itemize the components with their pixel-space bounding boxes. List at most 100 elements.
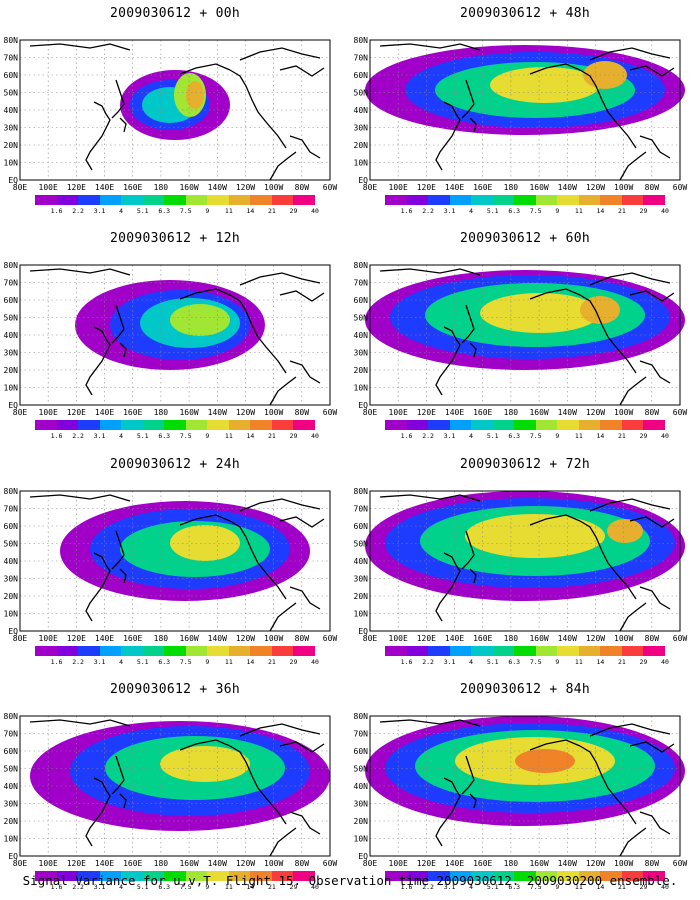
x-tick-label: 80W [645, 859, 660, 868]
y-tick-label: 10N [4, 159, 19, 168]
colorbar-label: 29 [289, 207, 298, 215]
colorbar-label: 7.5 [179, 658, 192, 666]
colorbar-label: 5.1 [136, 883, 149, 891]
colorbar-swatch [228, 420, 251, 430]
colorbar-swatch [557, 871, 579, 881]
colorbar-swatch [535, 195, 558, 205]
gridlines [20, 265, 330, 405]
colorbar-swatch [428, 646, 450, 656]
y-tick-label: 40N [354, 331, 369, 340]
x-tick-label: 80E [13, 634, 28, 643]
colorbar-label: 2.2 [422, 207, 434, 215]
colorbar-swatch [293, 420, 315, 430]
colorbar-label: 40 [661, 207, 669, 215]
gridlines [370, 491, 680, 631]
x-tick-label: 100W [264, 859, 283, 868]
coastlines [379, 268, 675, 406]
colorbar-label: 3.1 [93, 432, 106, 440]
colorbar-label: 14 [596, 207, 605, 215]
x-tick-label: 140E [445, 408, 464, 417]
coastlines [29, 494, 325, 632]
x-tick-label: 120E [67, 859, 86, 868]
x-tick-label: 140E [95, 183, 114, 192]
colorbar-label: 21 [268, 207, 276, 215]
colorbar-label: 21 [618, 207, 626, 215]
colorbar-label: 5.1 [136, 658, 149, 666]
colorbar-label: 11 [224, 432, 233, 440]
colorbar-swatch [99, 871, 122, 881]
y-tick-label: 80N [354, 712, 369, 721]
x-tick-label: 80W [295, 408, 310, 417]
colorbar-swatch [250, 871, 272, 881]
colorbar-swatch [78, 420, 100, 430]
colorbar-label: 4 [119, 883, 124, 891]
map-panel-48h: 2009030612 + 48h 80E 100E 120E 140E 160E 180 16… [350, 0, 700, 222]
colorbar-swatch [428, 195, 450, 205]
map-panel-60h: 2009030612 + 60h 80E 100E 120E 140E 160E 180 16… [350, 225, 700, 447]
colorbar-swatch [78, 871, 100, 881]
x-tick-label: 80W [645, 408, 660, 417]
y-tick-label: 10N [4, 610, 19, 619]
map-frame [19, 39, 331, 181]
colorbar-label: 14 [246, 207, 255, 215]
colorbar-label: 9 [555, 432, 560, 440]
colorbar-labels: 1.6 2.2 3.1 4 5.1 6.3 7.5 9 11 14 21 29 40 [35, 207, 319, 217]
y-tick-label: 80N [354, 261, 369, 270]
colorbar-swatch [99, 420, 122, 430]
x-tick-label: 80E [363, 183, 378, 192]
x-tick-label: 140W [208, 859, 227, 868]
colorbar-swatch [600, 195, 622, 205]
colorbar-swatch [207, 195, 229, 205]
colorbar-labels: 1.6 2.2 3.1 4 5.1 6.3 7.5 9 11 14 21 29 40 [385, 432, 669, 442]
colorbar-swatch [428, 420, 450, 430]
colorbar-label: 21 [618, 658, 626, 666]
colorbar-swatch [557, 420, 579, 430]
colorbar-swatch [621, 420, 644, 430]
x-tick-label: 100E [39, 408, 58, 417]
colorbar-swatch [578, 871, 601, 881]
variance-map: 80E 100E 120E 140E 160E 180 160W 140W 120W 100W 80… [4, 487, 338, 643]
x-tick-label: 60W [323, 634, 338, 643]
colorbar-label: 6.3 [158, 658, 171, 666]
colorbar-label: 1.6 [400, 883, 413, 891]
colorbar-label: 7.5 [529, 432, 542, 440]
y-tick-label: EQ [358, 176, 368, 185]
colorbar-label: 5.1 [486, 207, 499, 215]
x-tick-label: 140W [208, 183, 227, 192]
colorbar-label: 5.1 [136, 207, 149, 215]
colorbar-swatch [271, 646, 294, 656]
y-tick-label: 20N [4, 366, 19, 375]
colorbar-swatch [643, 420, 665, 430]
colorbar-swatch [471, 871, 493, 881]
x-tick-label: 140W [558, 183, 577, 192]
colorbar-label: 11 [224, 207, 233, 215]
variance-map: 80E 100E 120E 140E 160E 180 160W 140W 120W 100W 80… [354, 36, 688, 192]
colorbar-swatch [35, 195, 57, 205]
x-tick-label: 100E [39, 634, 58, 643]
y-tick-label: 50N [4, 540, 19, 549]
gridlines [20, 716, 330, 856]
colorbar-label: 3.1 [443, 207, 456, 215]
variance-field [365, 716, 685, 826]
colorbar-swatch [164, 871, 186, 881]
colorbar-swatch [142, 646, 165, 656]
x-tick-label: 140E [445, 183, 464, 192]
variance-field [30, 721, 330, 831]
variance-field [120, 70, 230, 140]
colorbar-swatch [228, 195, 251, 205]
colorbar-swatch [35, 871, 57, 881]
variance-map: 80E 100E 120E 140E 160E 180 160W 140W 120W 100W 80… [4, 36, 338, 192]
colorbar-swatch [35, 646, 57, 656]
x-tick-label: 120E [67, 183, 86, 192]
x-tick-label: 60W [323, 859, 338, 868]
panel-title: 2009030612 + 84h [459, 682, 591, 697]
gridlines [20, 491, 330, 631]
colorbar-swatch [228, 871, 251, 881]
colorbar-label: 14 [596, 658, 605, 666]
colorbar-labels: 1.6 2.2 3.1 4 5.1 6.3 7.5 9 11 14 21 29 40 [35, 883, 319, 893]
colorbar-swatch [449, 646, 472, 656]
colorbar [385, 871, 665, 881]
x-tick-label: 180 [154, 859, 169, 868]
y-tick-label: 80N [354, 487, 369, 496]
colorbar-label: 3.1 [443, 432, 456, 440]
